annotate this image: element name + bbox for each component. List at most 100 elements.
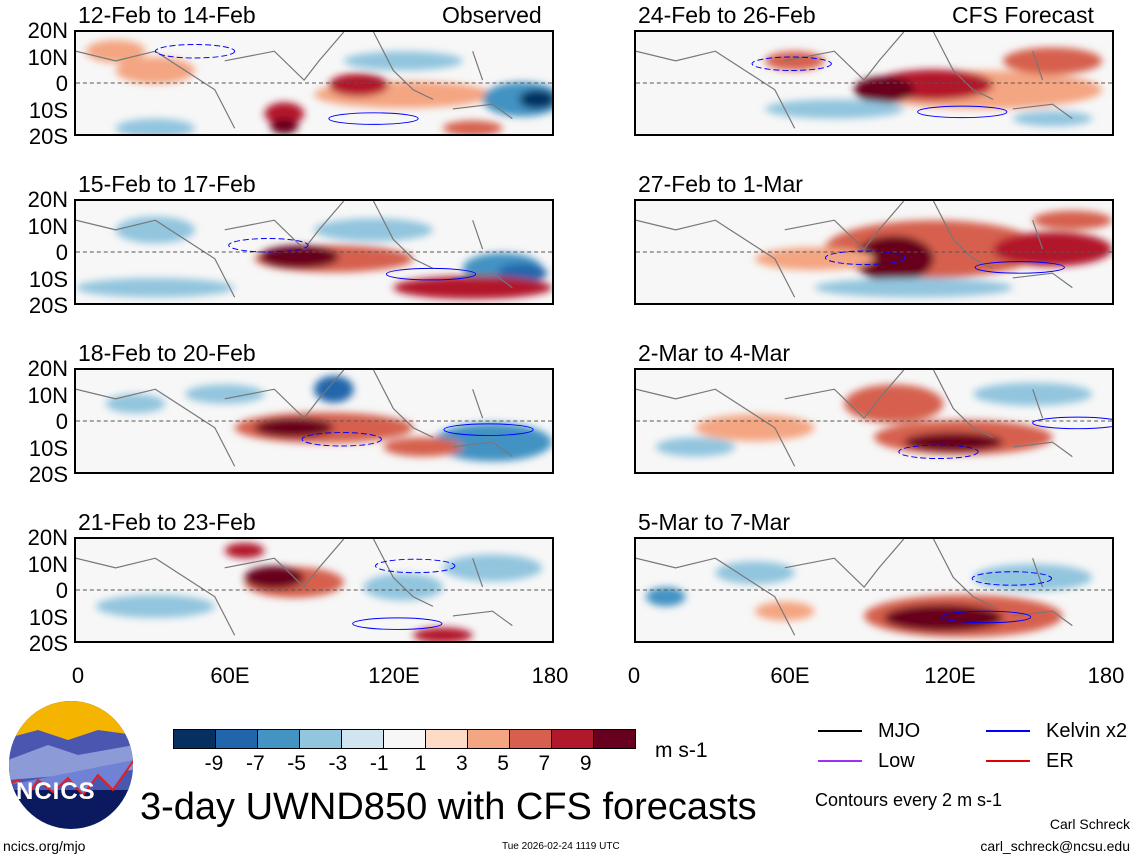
lon-tick-label: 180 bbox=[1087, 663, 1125, 688]
colorbar-label: -1 bbox=[369, 752, 389, 775]
figure-title: 3-day UWND850 with CFS forecasts bbox=[140, 786, 757, 828]
wind-anomaly-region bbox=[519, 89, 552, 109]
wind-anomaly-region bbox=[973, 564, 1093, 591]
wind-anomaly-region bbox=[993, 231, 1112, 267]
colorbar-label: -5 bbox=[287, 752, 306, 775]
coastline bbox=[636, 370, 1073, 467]
colorbar-swatch bbox=[468, 730, 510, 748]
wind-anomaly-region bbox=[844, 384, 944, 423]
colorbar-label: -7 bbox=[245, 752, 265, 775]
lat-tick-label: 10S bbox=[28, 435, 68, 461]
timestamp: Tue 2026-02-24 1119 UTC bbox=[502, 841, 620, 852]
lat-tick-label: 0 bbox=[55, 578, 68, 603]
wind-anomaly-region bbox=[343, 51, 463, 71]
kelvin-contour bbox=[824, 250, 906, 265]
legend-line bbox=[818, 730, 862, 732]
lat-tick-label: 20N bbox=[27, 356, 68, 381]
lon-tick-label: 120E bbox=[368, 663, 420, 688]
wind-anomaly-region bbox=[655, 437, 736, 457]
wind-anomaly-region bbox=[413, 627, 473, 641]
wind-anomaly-region bbox=[442, 120, 503, 134]
wind-anomaly-region bbox=[1032, 210, 1112, 230]
colorbar-swatch bbox=[426, 730, 468, 748]
wind-anomaly-region bbox=[105, 394, 166, 414]
map-panel bbox=[74, 368, 554, 474]
lat-tick-label: 10N bbox=[27, 44, 68, 70]
lat-tick-label: 20S bbox=[28, 462, 68, 487]
lon-tick-label: 0 bbox=[71, 663, 85, 688]
ncics-logo bbox=[8, 700, 134, 830]
lat-tick-label: 10N bbox=[27, 382, 68, 408]
colorbar-swatch bbox=[510, 730, 552, 748]
colorbar-label: 3 bbox=[455, 752, 468, 775]
colorbar bbox=[173, 729, 636, 749]
panel-title: 21-Feb to 23-Feb bbox=[78, 509, 256, 535]
kelvin-contour bbox=[974, 261, 1065, 274]
coastline bbox=[636, 539, 1073, 636]
kelvin-contour bbox=[385, 267, 477, 281]
wind-anomaly-region bbox=[393, 276, 552, 300]
kelvin-contour bbox=[1032, 416, 1112, 430]
coastline bbox=[76, 370, 513, 467]
legend-label: MJO bbox=[878, 720, 921, 742]
footer-url[interactable]: ncics.org/mjo bbox=[3, 838, 86, 854]
wind-anomaly-region bbox=[442, 554, 543, 582]
panel-title: 15-Feb to 17-Feb bbox=[78, 171, 256, 197]
author-email[interactable]: carl_schreck@ncsu.edu bbox=[980, 838, 1130, 854]
kelvin-contour bbox=[971, 571, 1053, 586]
kelvin-contour bbox=[228, 238, 309, 253]
map-panel bbox=[634, 30, 1114, 136]
colorbar-swatch bbox=[174, 730, 216, 748]
wind-anomaly-region bbox=[328, 73, 389, 97]
lat-tick-label: 0 bbox=[55, 71, 68, 96]
lat-tick-label: 10S bbox=[28, 97, 68, 123]
colorbar-swatch bbox=[258, 730, 300, 748]
lat-tick-label: 20S bbox=[28, 293, 68, 318]
lat-tick-label: 10S bbox=[28, 266, 68, 292]
panel-title: 2-Mar to 4-Mar bbox=[638, 340, 791, 366]
legend-label: Low bbox=[878, 750, 915, 772]
lat-tick-label: 10N bbox=[27, 213, 68, 239]
kelvin-contour bbox=[154, 44, 236, 59]
wind-anomaly-region bbox=[883, 604, 1003, 632]
lon-tick-label: 120E bbox=[924, 663, 976, 688]
map-panel bbox=[634, 368, 1114, 474]
wind-anomaly-region bbox=[115, 216, 195, 244]
legend-line bbox=[986, 760, 1030, 762]
wind-anomaly-region bbox=[383, 437, 463, 457]
map-panel bbox=[74, 537, 554, 643]
wind-anomaly-region bbox=[95, 594, 215, 618]
coastline bbox=[76, 32, 513, 129]
colorbar-label: 9 bbox=[579, 752, 592, 775]
colorbar-swatch bbox=[300, 730, 342, 748]
kelvin-contour bbox=[917, 105, 1008, 119]
colorbar-swatch bbox=[594, 730, 635, 748]
colorbar-swatch bbox=[216, 730, 258, 748]
colorbar-label: 1 bbox=[414, 752, 427, 775]
colorbar-swatch bbox=[552, 730, 594, 748]
wind-anomaly-region bbox=[264, 102, 305, 126]
logo-text: NCICS bbox=[16, 778, 96, 805]
kelvin-contour bbox=[940, 610, 1032, 624]
wind-anomaly-region bbox=[259, 245, 339, 269]
lat-tick-label: 10N bbox=[27, 551, 68, 577]
map-panel bbox=[74, 199, 554, 305]
coastline bbox=[636, 32, 1073, 129]
map-panel bbox=[634, 537, 1114, 643]
colorbar-swatch bbox=[384, 730, 426, 748]
wind-anomaly-region bbox=[314, 375, 354, 403]
wind-anomaly-region bbox=[254, 418, 334, 438]
lat-tick-label: 20S bbox=[28, 124, 68, 149]
wind-anomaly-region bbox=[115, 118, 195, 134]
wind-anomaly-region bbox=[854, 76, 914, 104]
coastline bbox=[76, 539, 513, 636]
wind-anomaly-region bbox=[764, 99, 904, 119]
lat-tick-label: 20N bbox=[27, 187, 68, 212]
lon-tick-label: 60E bbox=[210, 663, 250, 688]
panel-title: 24-Feb to 26-Feb bbox=[638, 2, 816, 28]
wind-anomaly-region bbox=[764, 51, 825, 71]
lat-tick-label: 20N bbox=[27, 18, 68, 43]
lat-tick-label: 10S bbox=[28, 604, 68, 630]
wind-anomaly-region bbox=[973, 382, 1093, 406]
